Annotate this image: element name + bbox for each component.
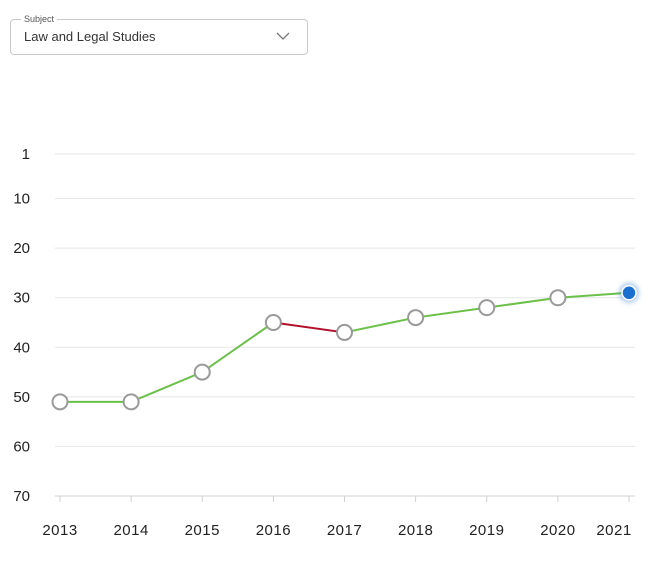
data-point[interactable]	[549, 289, 567, 307]
y-tick-label: 30	[13, 290, 30, 307]
data-point[interactable]	[478, 299, 496, 317]
line-segment-improve	[414, 306, 488, 319]
x-tick-label: 2021	[596, 522, 631, 539]
data-point-current[interactable]	[621, 285, 637, 301]
x-tick-label: 2014	[113, 522, 148, 539]
x-tick-label: 2016	[256, 522, 291, 539]
x-tick-label: 2020	[540, 522, 575, 539]
y-tick-label: 50	[13, 389, 30, 406]
y-tick-label: 1	[22, 146, 30, 163]
x-tick-label: 2013	[42, 522, 77, 539]
line-segment-improve	[130, 371, 204, 403]
subject-label: Subject	[21, 13, 58, 25]
line-segment-improve	[556, 291, 630, 299]
subject-dropdown[interactable]: Subject Law and Legal Studies	[10, 13, 308, 55]
y-tick-label: 40	[13, 339, 30, 356]
data-point[interactable]	[264, 314, 282, 332]
x-tick-label: 2018	[398, 522, 433, 539]
line-segment-improve	[485, 296, 559, 309]
y-tick-label: 20	[13, 240, 30, 257]
data-point[interactable]	[193, 363, 211, 381]
x-tick-label: 2015	[185, 522, 220, 539]
data-point[interactable]	[336, 323, 353, 341]
line-segment-improve	[343, 316, 417, 334]
line-segment-decline	[272, 321, 346, 334]
data-point[interactable]	[51, 393, 69, 411]
y-tick-label: 60	[13, 438, 30, 455]
y-tick-label: 10	[13, 191, 30, 208]
y-tick-label: 70	[13, 488, 30, 505]
chevron-down-icon	[276, 32, 290, 40]
x-tick-label: 2017	[327, 522, 362, 539]
data-point[interactable]	[122, 393, 140, 411]
x-tick-label: 2019	[469, 522, 504, 539]
data-point[interactable]	[407, 309, 425, 327]
subject-selected-value: Law and Legal Studies	[24, 29, 156, 44]
line-segment-improve	[201, 321, 275, 374]
